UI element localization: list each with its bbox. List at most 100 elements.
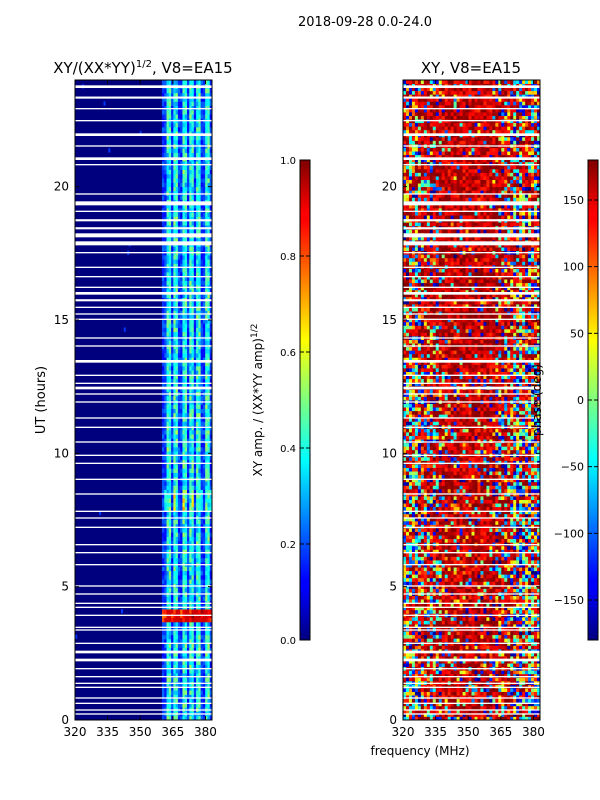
amp-cell xyxy=(164,178,167,183)
amp-cell xyxy=(164,190,167,196)
amp-cell xyxy=(207,664,211,670)
amp-cell xyxy=(186,626,190,631)
phase-cell xyxy=(507,624,511,628)
phase-cell xyxy=(408,645,413,650)
amp-cell xyxy=(202,404,206,409)
phase-cell xyxy=(516,677,520,682)
amp-cell xyxy=(166,545,170,550)
amp-cell xyxy=(209,502,213,508)
amp-cell xyxy=(171,493,174,499)
phase-cell xyxy=(450,684,455,689)
phase-cell xyxy=(444,670,449,675)
amp-cell xyxy=(177,289,181,294)
amp-cell xyxy=(177,365,181,371)
amp-cell xyxy=(166,220,170,226)
amp-cell xyxy=(175,660,179,665)
amp-cell xyxy=(205,464,208,469)
amp-cell xyxy=(184,626,188,631)
amp-cell xyxy=(205,617,208,623)
phase-cell xyxy=(465,673,469,678)
amp-cell xyxy=(177,702,181,708)
amp-cell xyxy=(180,178,183,183)
amp-cell xyxy=(166,353,170,358)
phase-cell xyxy=(447,656,452,660)
amp-cell xyxy=(164,357,167,362)
phase-cell xyxy=(531,702,535,707)
phase-cell xyxy=(441,698,446,703)
phase-cell xyxy=(441,645,446,650)
amp-cell xyxy=(180,344,183,350)
phase-cell xyxy=(516,638,520,643)
amp-cell xyxy=(184,715,188,721)
amp-cell xyxy=(205,344,208,350)
phase-cell xyxy=(450,716,455,721)
amp-cell xyxy=(161,574,165,580)
amp-cell xyxy=(191,434,195,439)
amp-cell xyxy=(161,634,165,640)
phase-cell xyxy=(525,624,529,628)
phase-cell xyxy=(504,620,508,625)
amp-cell xyxy=(184,280,188,286)
amp-cell xyxy=(200,387,204,392)
amp-cell xyxy=(209,109,213,115)
amp-cell xyxy=(196,331,199,337)
amp-cell xyxy=(173,656,177,661)
phase-cell xyxy=(477,716,481,721)
amp-cell xyxy=(173,353,177,358)
amp-cell xyxy=(168,353,172,358)
amp-cell xyxy=(191,293,195,298)
amp-cell xyxy=(171,412,174,418)
amp-cell xyxy=(166,702,170,708)
phase-cell xyxy=(492,688,496,692)
amp-cell xyxy=(182,417,186,422)
phase-cell xyxy=(492,663,496,668)
amp-cell xyxy=(198,314,202,320)
phase-cell xyxy=(426,624,431,628)
phase-cell xyxy=(513,599,517,604)
phase-cell xyxy=(480,606,484,611)
amp-cell xyxy=(186,203,190,209)
amp-cell xyxy=(180,203,183,209)
amp-cell xyxy=(164,634,167,640)
phase-cell xyxy=(453,638,458,643)
amp-cell xyxy=(200,570,204,576)
amp-cell xyxy=(173,229,177,234)
amp-cell xyxy=(205,638,208,644)
amp-cell xyxy=(182,673,186,678)
amp-cell xyxy=(207,161,211,166)
phase-cell xyxy=(537,709,541,714)
amp-cell xyxy=(196,314,199,320)
amp-cell xyxy=(193,468,197,473)
amp-cell xyxy=(161,626,165,631)
amp-cell xyxy=(168,370,172,375)
amp-cell xyxy=(200,677,204,682)
phase-cell xyxy=(471,645,475,650)
phase-cell xyxy=(468,684,472,689)
amp-cell xyxy=(198,438,202,444)
phase-cell xyxy=(465,616,469,621)
phase-cell xyxy=(477,638,481,643)
amp-cell xyxy=(186,540,190,546)
amp-cell xyxy=(180,570,183,576)
phase-cell xyxy=(444,616,449,621)
phase-cell xyxy=(498,599,502,604)
amp-cell xyxy=(191,97,195,102)
amp-cell xyxy=(168,293,172,298)
phase-cell xyxy=(480,691,484,696)
amp-cell xyxy=(198,165,202,170)
amp-cell xyxy=(171,246,174,252)
amp-cell xyxy=(189,353,192,358)
phase-cell xyxy=(435,688,440,692)
amp-cell xyxy=(184,694,188,700)
amp-cell xyxy=(180,438,183,444)
phase-cell xyxy=(447,702,452,707)
amp-cell xyxy=(209,651,213,657)
phase-cell xyxy=(441,705,446,710)
phase-cell xyxy=(477,602,481,607)
phase-cell xyxy=(525,599,529,604)
phase-cell xyxy=(444,599,449,604)
amp-cell xyxy=(193,276,197,281)
amp-cell xyxy=(166,532,170,537)
phase-cell xyxy=(441,599,446,604)
amp-cell xyxy=(191,195,195,200)
